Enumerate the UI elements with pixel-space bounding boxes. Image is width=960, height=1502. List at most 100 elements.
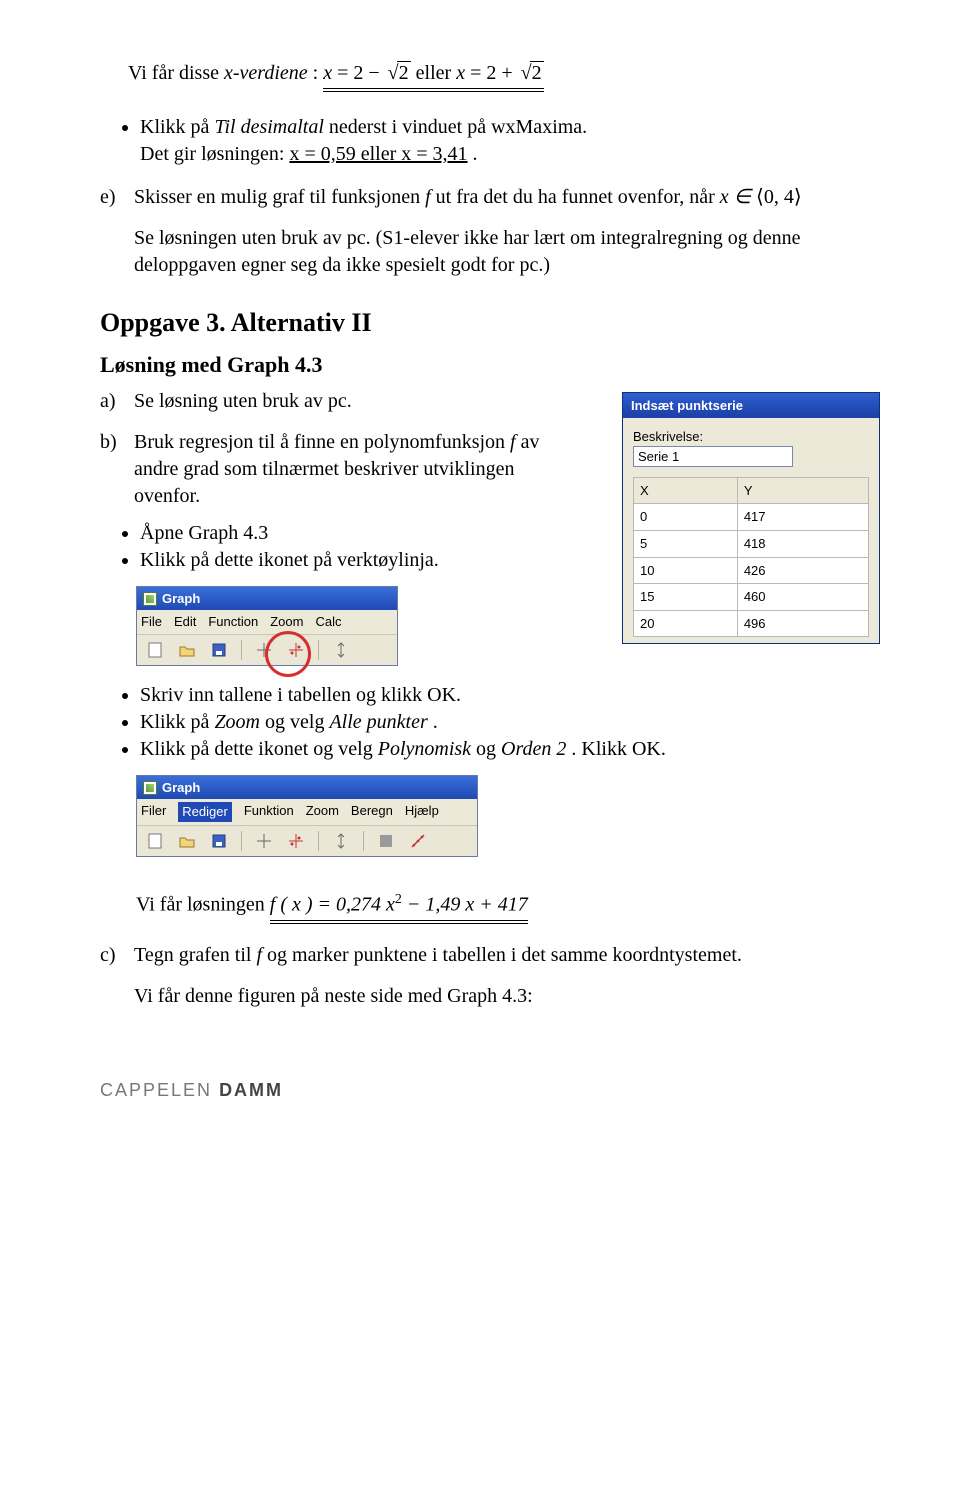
menu-beregn[interactable]: Beregn xyxy=(351,802,393,822)
bullet-list-1: Klikk på Til desimaltal nederst i vindue… xyxy=(100,114,880,168)
radicand: 2 xyxy=(397,61,411,84)
math: = 2 − xyxy=(337,62,385,84)
insert-points-icon[interactable] xyxy=(284,639,308,661)
menu-calc[interactable]: Calc xyxy=(315,613,341,631)
separator xyxy=(241,831,242,851)
graph-window-2: Graph Filer Rediger Funktion Zoom Beregn… xyxy=(136,775,478,857)
window-titlebar: Graph xyxy=(137,587,397,611)
separator xyxy=(363,831,364,851)
cell[interactable]: 418 xyxy=(737,530,868,557)
txt: Klikk på dette ikonet og velg xyxy=(140,738,378,760)
new-icon[interactable] xyxy=(143,830,167,852)
col-y: Y xyxy=(737,477,868,504)
item-c: c) Tegn grafen til f og marker punktene … xyxy=(100,942,880,1018)
publisher-logo: CAPPELEN DAMM xyxy=(100,1078,880,1102)
or: eller xyxy=(416,62,457,84)
toolbar[interactable] xyxy=(137,635,397,665)
axes-icon[interactable] xyxy=(252,830,276,852)
a-text: Se løsning uten bruk av pc. xyxy=(134,388,602,415)
app-icon xyxy=(143,592,157,606)
new-icon[interactable] xyxy=(143,639,167,661)
cell[interactable]: 417 xyxy=(737,504,868,531)
txt-ital: x-verdiene xyxy=(224,62,308,84)
bullet-list-b2: Skriv inn tallene i tabellen og klikk OK… xyxy=(100,682,880,763)
menu-edit[interactable]: Edit xyxy=(174,613,196,631)
grey-square-icon[interactable] xyxy=(374,830,398,852)
menu-zoom[interactable]: Zoom xyxy=(306,802,339,822)
cell[interactable]: 15 xyxy=(634,584,738,611)
marker-c: c) xyxy=(100,942,134,1018)
toolbar[interactable] xyxy=(137,826,477,856)
table-row[interactable]: 15460 xyxy=(634,584,869,611)
point-series-dialog-wrap: Indsæt punktserie Beskrivelse: X Y 0417 … xyxy=(622,392,880,644)
cell[interactable]: 426 xyxy=(737,557,868,584)
txt: Det gir løsningen: xyxy=(140,143,289,165)
txt-ital: Til desimaltal xyxy=(214,116,323,138)
description-input[interactable] xyxy=(633,446,793,467)
txt: og velg xyxy=(265,711,329,733)
window-titlebar: Graph xyxy=(137,776,477,800)
list-item: Klikk på dette ikonet og velg Polynomisk… xyxy=(140,736,880,763)
cell[interactable]: 20 xyxy=(634,610,738,637)
dialog-title: Indsæt punktserie xyxy=(623,393,879,419)
txt: . xyxy=(433,711,438,733)
table-row[interactable]: 10426 xyxy=(634,557,869,584)
col-x: X xyxy=(634,477,738,504)
table-row[interactable]: 0417 xyxy=(634,504,869,531)
table-row[interactable]: 5418 xyxy=(634,530,869,557)
txt: Tegn grafen til xyxy=(134,944,256,966)
table-row[interactable]: 20496 xyxy=(634,610,869,637)
txt: ut fra det du ha funnet ovenfor, når xyxy=(436,186,720,208)
txt: Vi får løsningen xyxy=(136,894,270,916)
separator xyxy=(318,831,319,851)
cell[interactable]: 10 xyxy=(634,557,738,584)
save-icon[interactable] xyxy=(207,639,231,661)
desc-row: Beskrivelse: xyxy=(633,428,869,467)
list-item: Skriv inn tallene i tabellen og klikk OK… xyxy=(140,682,880,709)
cell[interactable]: 0 xyxy=(634,504,738,531)
txt: Vi får disse xyxy=(128,62,224,84)
txt-ital: Polynomisk xyxy=(378,738,471,760)
txt: og marker punktene i tabellen i det samm… xyxy=(267,944,742,966)
txt: Klikk på xyxy=(140,711,214,733)
txt: . xyxy=(473,143,478,165)
menubar[interactable]: Filer Rediger Funktion Zoom Beregn Hjælp xyxy=(137,799,477,826)
menubar[interactable]: File Edit Function Zoom Calc xyxy=(137,610,397,635)
marker-a: a) xyxy=(100,388,134,415)
zoom-y-icon[interactable] xyxy=(329,639,353,661)
marker-e: e) xyxy=(100,184,134,287)
zoom-y-icon[interactable] xyxy=(329,830,353,852)
open-icon[interactable] xyxy=(175,639,199,661)
math: = 2 + xyxy=(470,62,518,84)
menu-hjaelp[interactable]: Hjælp xyxy=(405,802,439,822)
open-icon[interactable] xyxy=(175,830,199,852)
axes-icon[interactable] xyxy=(252,639,276,661)
menu-funktion[interactable]: Funktion xyxy=(244,802,294,822)
cell[interactable]: 496 xyxy=(737,610,868,637)
table-header: X Y xyxy=(634,477,869,504)
separator xyxy=(241,640,242,660)
radicand: 2 xyxy=(530,61,544,84)
menu-file[interactable]: File xyxy=(141,613,162,631)
rest: − 1,49 x + 417 xyxy=(402,894,528,916)
cell[interactable]: 5 xyxy=(634,530,738,557)
f-ital: f xyxy=(256,944,267,966)
txt: Klikk på xyxy=(140,116,214,138)
save-icon[interactable] xyxy=(207,830,231,852)
item-b: b) Bruk regresjon til å finne en polynom… xyxy=(100,429,602,510)
item-a: a) Se løsning uten bruk av pc. xyxy=(100,388,602,415)
cell[interactable]: 460 xyxy=(737,584,868,611)
interval: 0, 4 xyxy=(756,186,802,208)
xy-table[interactable]: X Y 0417 5418 10426 15460 20496 xyxy=(633,477,869,637)
window-title: Graph xyxy=(162,779,200,797)
menu-rediger[interactable]: Rediger xyxy=(178,802,232,822)
txt: Bruk regresjon til å finne en polynomfun… xyxy=(134,431,510,453)
trendline-icon[interactable] xyxy=(406,830,430,852)
menu-function[interactable]: Function xyxy=(208,613,258,631)
menu-zoom[interactable]: Zoom xyxy=(270,613,303,631)
menu-filer[interactable]: Filer xyxy=(141,802,166,822)
marker-b: b) xyxy=(100,429,134,510)
exp: 2 xyxy=(395,892,402,907)
insert-points-icon[interactable] xyxy=(284,830,308,852)
result-line: Vi får løsningen f ( x ) = 0,274 x2 − 1,… xyxy=(136,891,880,924)
